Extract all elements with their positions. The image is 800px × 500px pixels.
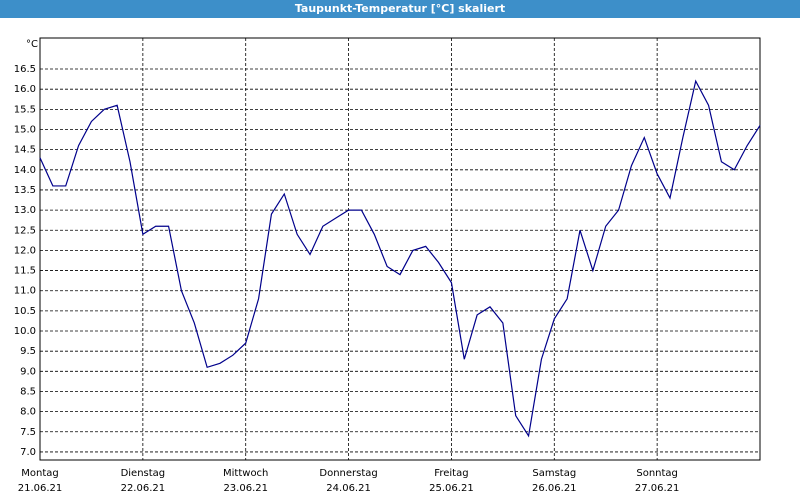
x-tick-date: 26.06.21 [532,483,577,494]
y-tick-label: 13.5 [14,185,36,196]
y-tick-label: 9.0 [20,366,36,377]
x-tick-date: 21.06.21 [18,483,63,494]
y-tick-label: 14.5 [14,145,36,156]
line-series [39,79,761,438]
x-tick-label: Mittwoch [223,468,268,479]
x-tick-label: Donnerstag [319,468,377,479]
x-tick-date: 24.06.21 [326,483,371,494]
y-unit: °C [26,39,38,50]
chart-title: Taupunkt-Temperatur [°C] skaliert [0,0,800,18]
y-tick-label: 9.5 [20,346,36,357]
y-tick-label: 16.5 [14,64,36,75]
y-tick-label: 7.0 [20,447,36,458]
y-tick-label: 7.5 [20,427,36,438]
chart: °C 7.0 7.5 8.0 8.5 9.0 9.5 10.0 10.5 11.0 11.5 12.… [14,37,761,494]
x-tick-label: Sonntag [636,468,678,479]
x-tick-label: Montag [21,468,58,479]
y-tick-label: 16.0 [14,84,36,95]
y-tick-label: 14.0 [14,165,36,176]
x-tick-label: Freitag [434,468,468,479]
x-tick-date: 25.06.21 [429,483,474,494]
y-tick-label: 12.0 [14,245,36,256]
y-tick-label: 8.0 [20,407,36,418]
y-tick-label: 10.5 [14,306,36,317]
y-tick-label: 12.5 [14,225,36,236]
plot-area [39,37,761,461]
x-tick-date: 27.06.21 [635,483,680,494]
y-tick-label: 8.5 [20,386,36,397]
y-tick-label: 11.0 [14,286,36,297]
y-tick-label: 11.5 [14,266,36,277]
x-tick-label: Dienstag [121,468,166,479]
y-tick-label: 10.0 [14,326,36,337]
x-tick-label: Samstag [532,468,576,479]
x-tick-date: 22.06.21 [121,483,166,494]
y-tick-label: 15.5 [14,104,36,115]
x-tick-date: 23.06.21 [223,483,268,494]
y-tick-label: 13.0 [14,205,36,216]
y-tick-label: 15.0 [14,124,36,135]
